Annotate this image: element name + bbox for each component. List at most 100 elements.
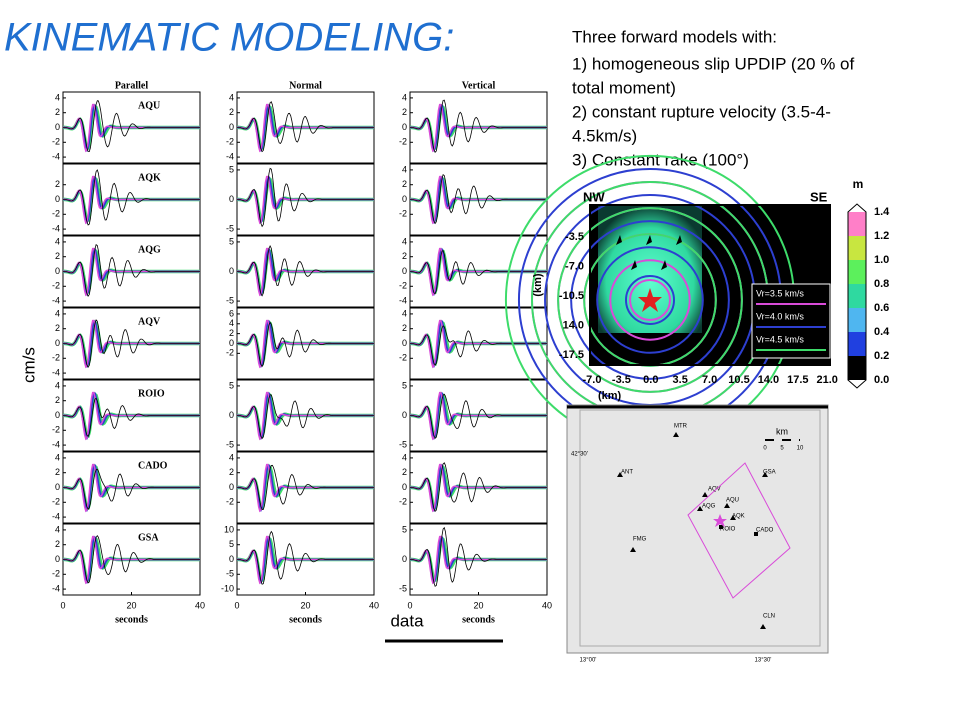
- y-tick-label: 0: [55, 482, 60, 492]
- y-tick-label: 0: [55, 122, 60, 132]
- y-tick-label: 4: [402, 308, 407, 318]
- y-tick-label: 0: [402, 194, 407, 204]
- legend-data-label: data: [390, 611, 424, 630]
- rake-arrow: [676, 235, 682, 245]
- station-marker: [697, 506, 703, 511]
- slip-x-tick-label: 17.5: [787, 374, 808, 386]
- station-marker: [719, 525, 723, 529]
- y-tick-label: -5: [226, 295, 234, 305]
- y-tick-label: -5: [226, 223, 234, 233]
- y-tick-label: 4: [55, 92, 60, 102]
- trace-data: [409, 393, 547, 439]
- y-tick-label: -4: [52, 511, 60, 521]
- slip-x-tick-label: 10.5: [728, 374, 749, 386]
- x-tick-label: 0: [234, 600, 239, 610]
- y-tick-label: 0: [229, 410, 234, 420]
- y-tick-label: 0: [55, 554, 60, 564]
- slip-right-label: SE: [810, 189, 828, 204]
- rake-arrow: [661, 260, 667, 270]
- epicenter-star: [713, 514, 727, 527]
- station-map-bg: [566, 404, 829, 654]
- slip-legend-label: Vr=4.5 km/s: [756, 334, 804, 344]
- colorbar-step: [848, 236, 866, 260]
- y-tick-label: 4: [229, 318, 234, 328]
- station-map-inner: [579, 409, 821, 647]
- y-tick-label: 2: [55, 251, 60, 261]
- y-tick-label: -2: [52, 569, 60, 579]
- y-tick-label: 10: [224, 524, 234, 534]
- trace-data: [236, 101, 374, 153]
- rupture-contour: [629, 279, 671, 321]
- rupture-contour: [625, 275, 675, 325]
- colorbar-step: [848, 212, 866, 236]
- column-header: Parallel: [115, 80, 149, 91]
- x-tick-label: 0: [407, 600, 412, 610]
- y-tick-label: -4: [52, 295, 60, 305]
- station-marker: [702, 492, 708, 497]
- trace-data: [236, 244, 374, 297]
- y-tick-label: 4: [55, 308, 60, 318]
- trace-data: [409, 325, 547, 366]
- lon-label: 13°30': [755, 658, 772, 664]
- y-tick-label: 5: [229, 539, 234, 549]
- station-label: CADO: [138, 460, 168, 471]
- x-tick-label: 20: [300, 600, 310, 610]
- trace-data: [63, 100, 200, 153]
- slip-patch: [598, 205, 702, 333]
- y-tick-label: 5: [229, 236, 234, 246]
- x-tick-label: 20: [473, 600, 483, 610]
- x-tick-label: 40: [542, 600, 552, 610]
- trace-data: [236, 394, 374, 440]
- y-tick-label: -2: [52, 497, 60, 507]
- slip-x-tick-label: 7.0: [702, 374, 717, 386]
- station-marker: [724, 503, 730, 508]
- y-tick-label: 4: [229, 92, 234, 102]
- station-marker: [617, 472, 623, 477]
- scale-tick-label: 5: [780, 446, 784, 452]
- colorbar-tick-label: 1.0: [874, 254, 889, 266]
- y-tick-label: 0: [55, 194, 60, 204]
- station-marker: [754, 532, 758, 536]
- trace-data: [237, 167, 374, 228]
- y-tick-label: -5: [399, 439, 407, 449]
- station-label: AQU: [138, 100, 160, 111]
- lon-label: 13°00': [580, 658, 597, 664]
- colorbar-step: [848, 332, 866, 356]
- rupture-contour: [570, 220, 730, 380]
- y-tick-label: 0: [402, 266, 407, 276]
- x-axis-label: seconds: [115, 614, 148, 625]
- colorbar-step: [848, 260, 866, 284]
- y-tick-label: -4: [52, 583, 60, 593]
- slip-y-tick-label: -10.5: [559, 290, 584, 302]
- y-tick-label: 5: [229, 164, 234, 174]
- y-tick-label: 2: [229, 467, 234, 477]
- trace-data: [409, 250, 547, 295]
- trace-data: [236, 464, 374, 511]
- y-tick-label: 2: [55, 107, 60, 117]
- slip-legend-label: Vr=4.0 km/s: [756, 311, 804, 321]
- slip-x-tick-label: 3.5: [673, 374, 688, 386]
- y-tick-label: -4: [52, 223, 60, 233]
- y-tick-label: 4: [229, 452, 234, 462]
- scale-label: km: [776, 426, 788, 436]
- y-tick-label: -2: [399, 281, 407, 291]
- lat-label: 42°30': [571, 452, 588, 458]
- rupture-contour: [609, 259, 691, 341]
- y-tick-label: -4: [226, 151, 234, 161]
- y-tick-label: 0: [402, 122, 407, 132]
- x-axis-label: seconds: [462, 614, 495, 625]
- x-tick-label: 40: [195, 600, 205, 610]
- fault-outline: [687, 462, 791, 599]
- description-line: 3) Constant rake (100°): [572, 150, 749, 169]
- colorbar-step: [848, 356, 866, 380]
- slip-left-label: NW: [583, 189, 605, 204]
- station-label: FMG: [633, 537, 647, 543]
- y-tick-label: 4: [402, 92, 407, 102]
- y-tick-label: 4: [402, 236, 407, 246]
- y-tick-label: -5: [399, 583, 407, 593]
- x-axis-label: seconds: [289, 614, 322, 625]
- slip-y-label: (km): [532, 273, 544, 297]
- colorbar-tick-label: 0.8: [874, 278, 889, 290]
- station-label: AQV: [708, 487, 721, 493]
